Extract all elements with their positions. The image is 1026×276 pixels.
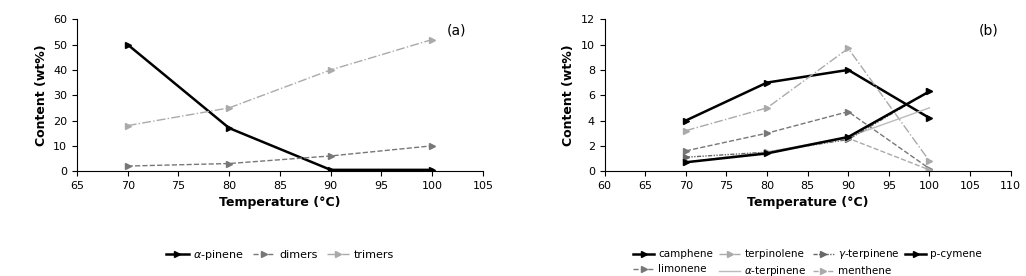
Text: (b): (b) (979, 24, 998, 38)
Text: (a): (a) (447, 24, 467, 38)
Y-axis label: Content (wt%): Content (wt%) (35, 44, 47, 146)
Legend: camphene, limonene, terpinolene, $\alpha$-terpinene, $\gamma$-terpinene, menthen: camphene, limonene, terpinolene, $\alpha… (629, 243, 986, 276)
X-axis label: Temperature (°C): Temperature (°C) (747, 197, 868, 209)
Y-axis label: Content (wt%): Content (wt%) (562, 44, 576, 146)
X-axis label: Temperature (°C): Temperature (°C) (220, 197, 341, 209)
Legend: $\alpha$-pinene, dimers, trimers: $\alpha$-pinene, dimers, trimers (162, 243, 398, 266)
